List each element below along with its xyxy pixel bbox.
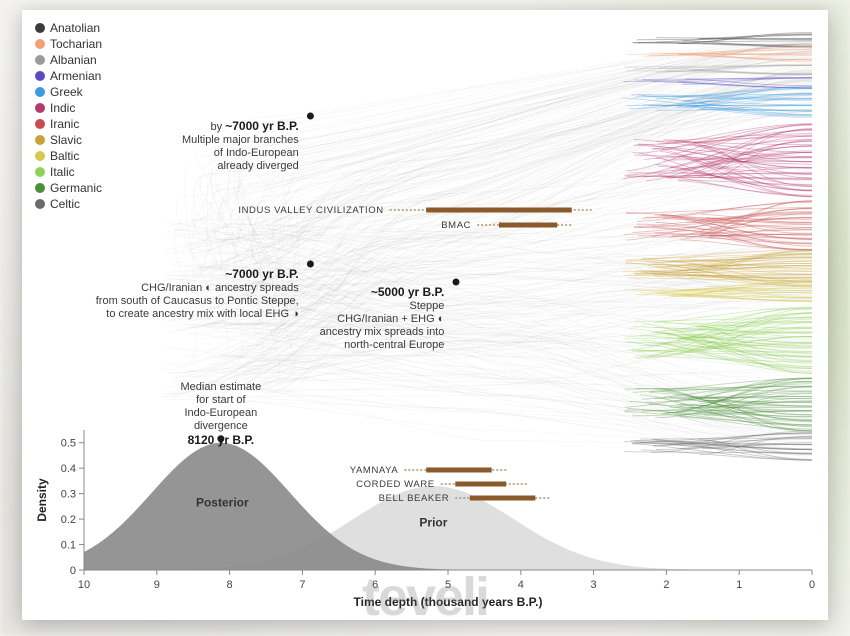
x-tick: 8: [227, 579, 233, 591]
annotation-body: north-central Europe: [344, 339, 444, 351]
legend-label: Tocharian: [50, 37, 102, 51]
legend-swatch: [35, 167, 45, 177]
x-tick: 2: [663, 579, 669, 591]
median-line: divergence: [194, 420, 248, 432]
culture-bar: [426, 468, 492, 473]
legend-label: Baltic: [50, 149, 79, 163]
annotation-title: ~5000 yr B.P.: [371, 285, 445, 299]
legend-swatch: [35, 55, 45, 65]
annotation-body: CHG/Iranian + EHG ◐: [337, 313, 444, 325]
median-line: Indo-European: [184, 407, 257, 419]
annotation-body: ancestry mix spreads into: [320, 326, 445, 338]
legend-swatch: [35, 23, 45, 33]
annotation: ~5000 yr B.P.SteppeCHG/Iranian + EHG ◐an…: [320, 279, 460, 352]
x-tick: 4: [518, 579, 524, 591]
annotation-body: Multiple major branches: [182, 134, 299, 146]
legend-label: Celtic: [50, 197, 80, 211]
callout-dot-icon: [453, 279, 460, 286]
x-axis-label: Time depth (thousand years B.P.): [354, 595, 543, 609]
median-line: Median estimate: [181, 381, 262, 393]
phylogeny-tree: [163, 33, 812, 461]
y-tick: 0.4: [61, 463, 76, 475]
legend-label: Armenian: [50, 69, 101, 83]
figure-svg: PosteriorPrior109876543210Time depth (th…: [22, 10, 828, 620]
culture-label: BELL BEAKER: [379, 493, 450, 504]
annotation-body: CHG/Iranian ◐ ancestry spreads: [141, 282, 299, 294]
legend-label: Slavic: [50, 133, 82, 147]
legend-swatch: [35, 71, 45, 81]
legend-swatch: [35, 135, 45, 145]
x-tick: 10: [78, 579, 90, 591]
culture-bar: [426, 208, 572, 213]
legend-swatch: [35, 183, 45, 193]
culture-label: BMAC: [441, 220, 471, 231]
culture-label: CORDED WARE: [356, 479, 435, 490]
x-tick: 6: [372, 579, 378, 591]
culture-label: INDUS VALLEY CIVILIZATION: [238, 205, 383, 216]
legend-swatch: [35, 199, 45, 209]
density-plot: Posterior Prior: [84, 443, 812, 570]
legend-label: Greek: [50, 85, 84, 99]
legend-swatch: [35, 151, 45, 161]
median-line: for start of: [196, 394, 246, 406]
legend-label: Anatolian: [50, 21, 100, 35]
y-tick: 0.3: [61, 489, 76, 501]
posterior-label: Posterior: [196, 495, 249, 509]
x-tick: 0: [809, 579, 815, 591]
legend-swatch: [35, 119, 45, 129]
legend-swatch: [35, 103, 45, 113]
legend-swatch: [35, 39, 45, 49]
culture-bar: [470, 496, 536, 501]
y-tick: 0.1: [61, 540, 76, 552]
x-tick: 1: [736, 579, 742, 591]
annotation-title: by ~7000 yr B.P.: [211, 119, 299, 133]
annotation-body: Steppe: [409, 300, 444, 312]
x-tick: 7: [299, 579, 305, 591]
x-tick: 5: [445, 579, 451, 591]
y-tick: 0.5: [61, 438, 76, 450]
legend-label: Indic: [50, 101, 75, 115]
legend-label: Italic: [50, 165, 75, 179]
legend-label: Iranic: [50, 117, 79, 131]
legend-label: Germanic: [50, 181, 102, 195]
culture-bar: [499, 223, 557, 228]
callout-dot-icon: [307, 261, 314, 268]
callout-dot-icon: [217, 435, 224, 442]
culture-bar: [455, 482, 506, 487]
y-tick: 0.2: [61, 514, 76, 526]
legend-label: Albanian: [50, 53, 97, 67]
annotation-body: of Indo-European: [214, 147, 299, 159]
y-axis-label: Density: [35, 478, 49, 522]
culture-label: YAMNAYA: [350, 465, 399, 476]
x-tick: 3: [591, 579, 597, 591]
median-callout: Median estimatefor start ofIndo-European…: [181, 381, 262, 447]
annotation-body: already diverged: [217, 160, 298, 172]
annotation-body: from south of Caucasus to Pontic Steppe,: [96, 295, 299, 307]
legend: Anatolian Tocharian Albanian Armenian Greek I…: [35, 21, 102, 211]
figure-panel: PosteriorPrior109876543210Time depth (th…: [22, 10, 828, 620]
x-tick: 9: [154, 579, 160, 591]
legend-swatch: [35, 87, 45, 97]
annotation-title: ~7000 yr B.P.: [225, 267, 299, 281]
annotation: by ~7000 yr B.P.Multiple major brancheso…: [182, 113, 314, 173]
prior-label: Prior: [419, 516, 447, 530]
callout-dot-icon: [307, 113, 314, 120]
y-tick: 0: [70, 565, 76, 577]
annotation-body: to create ancestry mix with local EHG ◑: [106, 308, 298, 320]
